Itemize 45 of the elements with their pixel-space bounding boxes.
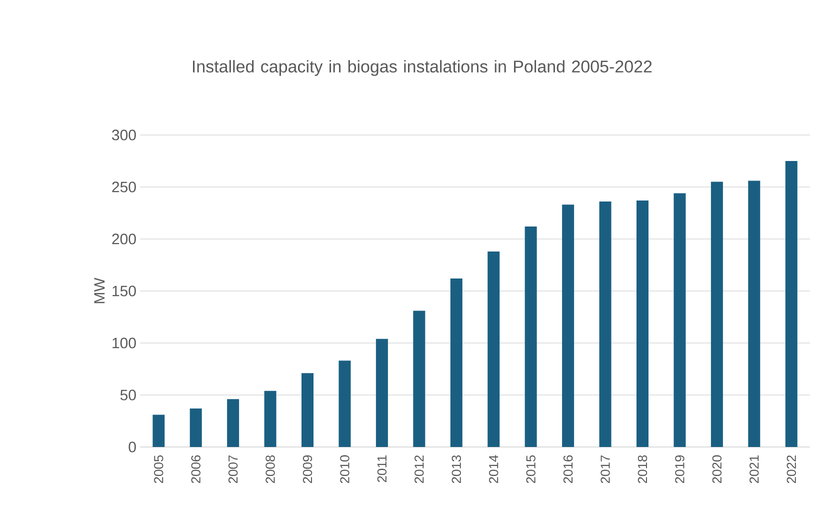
y-tick-label: 250 [112, 182, 136, 192]
x-tick-label: 2014 [489, 455, 498, 484]
x-tick-label: 2013 [452, 455, 461, 484]
x-tick-label: 2011 [377, 455, 387, 482]
x-tick-label: 2015 [526, 455, 536, 484]
chart-title: Installed capacity in biogas instalations in Poland 2005-2022 [192, 60, 652, 76]
bar [599, 202, 612, 447]
x-tick-label: 2008 [266, 455, 275, 484]
bar [302, 373, 314, 447]
y-tick-label: 0 [128, 442, 136, 452]
bar [524, 226, 537, 447]
bar [785, 160, 798, 447]
x-tick-label: 2017 [600, 455, 610, 484]
y-tick-label: 300 [112, 130, 136, 140]
y-tick-label: 150 [112, 286, 136, 296]
x-tick-label: 2018 [638, 455, 648, 484]
bar [450, 278, 462, 447]
y-axis-title: MW [94, 278, 105, 304]
bar [152, 414, 165, 447]
x-tick-label: 2019 [675, 455, 684, 484]
x-tick-label: 2007 [228, 455, 238, 484]
bar [488, 251, 500, 447]
x-tick-label: 2010 [340, 455, 350, 484]
x-tick-label: 2006 [191, 455, 200, 484]
x-tick-label: 2005 [154, 455, 164, 484]
bar [636, 200, 648, 447]
x-tick-label: 2009 [302, 455, 312, 484]
y-tick-label: 100 [112, 338, 136, 348]
bar [190, 408, 202, 447]
y-tick-label: 200 [112, 234, 136, 244]
bar [338, 360, 351, 447]
bar [264, 390, 276, 447]
bar [674, 193, 686, 447]
x-tick-label: 2020 [712, 455, 722, 484]
x-tick-label: 2021 [750, 455, 759, 484]
bar [562, 204, 574, 447]
bar [227, 399, 240, 447]
y-tick-label: 50 [120, 390, 136, 400]
bar [710, 182, 723, 447]
bar [413, 310, 426, 447]
x-tick-label: 2016 [563, 455, 573, 484]
bar [376, 338, 388, 447]
x-tick-label: 2022 [786, 455, 796, 484]
x-tick-label: 2012 [414, 455, 424, 484]
bar [748, 180, 760, 447]
